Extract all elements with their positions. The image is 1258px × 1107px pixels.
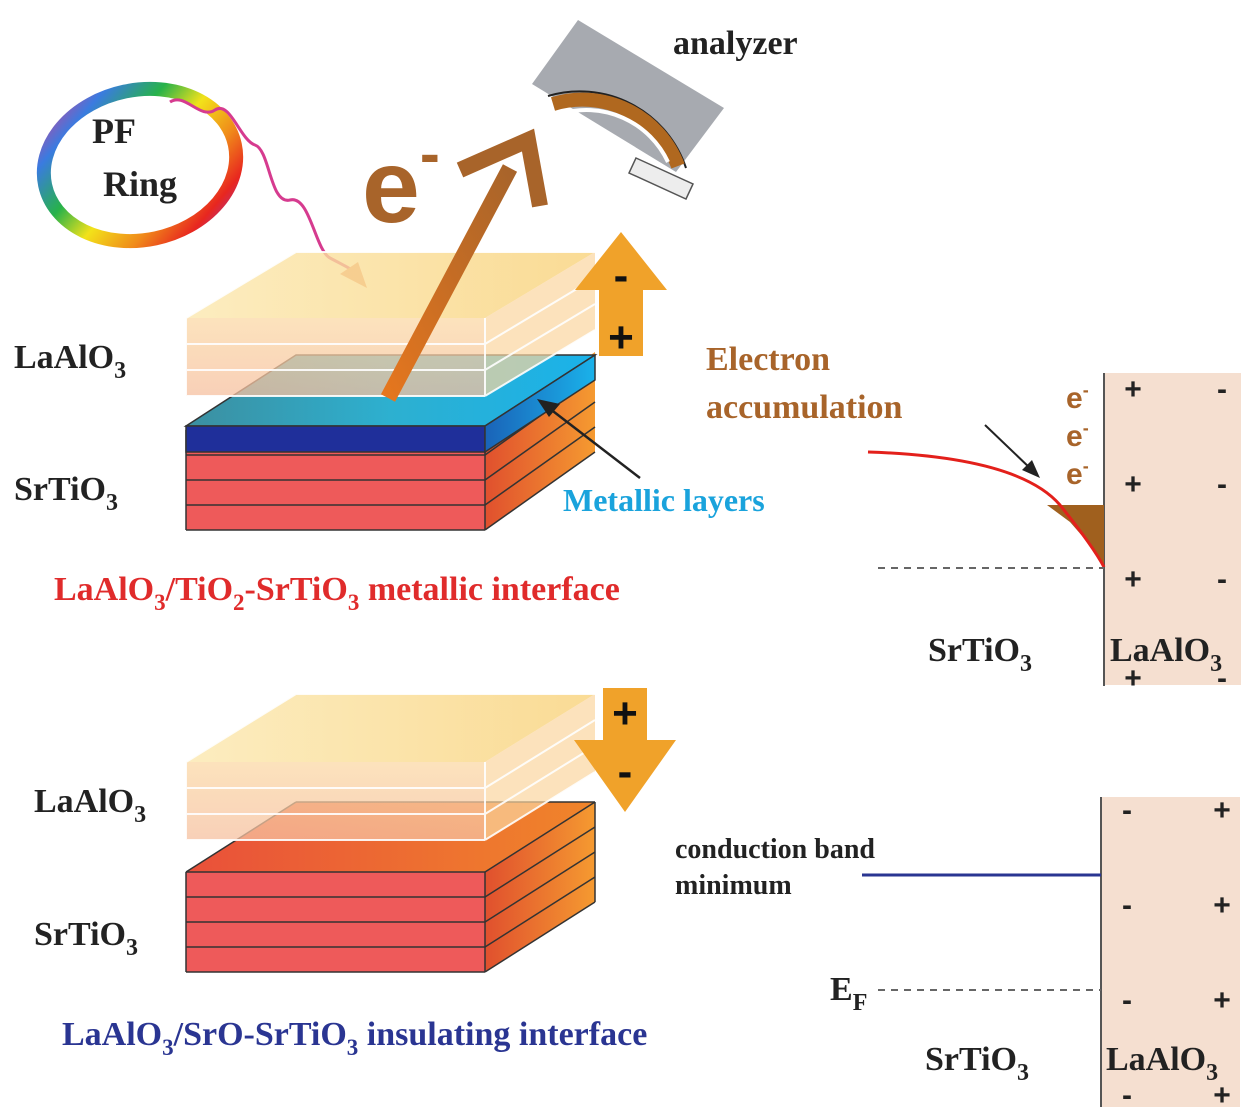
ring-label-line1: PF xyxy=(92,111,136,151)
analyzer: analyzer xyxy=(532,20,798,200)
band-bottom-plus-1: + xyxy=(1213,794,1231,827)
lao2-side-face xyxy=(485,694,595,840)
metallic-stack: LaAlO3 SrTiO3 xyxy=(14,251,598,531)
insulating-stack: LaAlO3 SrTiO3 xyxy=(34,693,596,973)
band-bottom-minus-2: - xyxy=(1122,889,1132,922)
analyzer-inner-arc xyxy=(559,108,670,163)
polarity-arrow-up-plus: + xyxy=(608,313,634,362)
polarity-arrow-down-minus: - xyxy=(618,747,633,796)
cbm-label-line2: minimum xyxy=(675,870,792,901)
polarity-arrow-up: - + xyxy=(575,232,667,362)
lao2-top-face xyxy=(186,694,595,762)
sto-label-top: SrTiO3 xyxy=(14,471,118,516)
fermi-label: EF xyxy=(830,971,867,1016)
band-top-pointer-line xyxy=(984,424,1033,471)
lao-side-face xyxy=(485,252,595,396)
band-bottom-plus-3: + xyxy=(1213,984,1231,1017)
band-top-plus-4: + xyxy=(1124,662,1142,695)
band-top-minus-3: - xyxy=(1217,563,1227,596)
ring-label-line2: Ring xyxy=(103,164,177,204)
photon-path xyxy=(169,98,361,277)
lao2-front-face xyxy=(186,762,485,840)
metallic-pointer-line xyxy=(544,404,641,479)
band-diagram-bottom: conduction band minimum EF - + - + - + -… xyxy=(675,794,1240,1107)
metallic-pointer-head xyxy=(537,399,560,417)
insulating-caption: LaAlO3/SrO-SrTiO3 insulating interface xyxy=(62,1016,647,1060)
band-bottom-plus-4: + xyxy=(1213,1079,1231,1107)
band-bottom-minus-4: - xyxy=(1122,1079,1132,1107)
band-bottom-laalo3-panel xyxy=(1101,797,1240,1107)
lao-label-bottom: LaAlO3 xyxy=(34,783,146,828)
band-top-plus-1: + xyxy=(1124,373,1142,406)
polarity-arrow-up-minus: - xyxy=(614,251,629,300)
band-top-plus-2: + xyxy=(1124,468,1142,501)
polarity-arrow-down-plus: + xyxy=(612,689,638,738)
band-bottom-sto-label: SrTiO3 xyxy=(925,1041,1029,1086)
band-top-minus-2: - xyxy=(1217,468,1227,501)
lao-label-top: LaAlO3 xyxy=(14,339,126,384)
sto-label-bottom: SrTiO3 xyxy=(34,916,138,961)
band-top-minus-1: - xyxy=(1217,373,1227,406)
lao-front-face xyxy=(186,318,485,396)
lao-top-face xyxy=(186,252,595,318)
band-top-electron-2: e- xyxy=(1066,418,1089,453)
band-top-pointer-head xyxy=(1022,460,1040,478)
band-top-conduction-band xyxy=(867,450,1106,568)
band-top-electron-3: e- xyxy=(1066,456,1089,491)
analyzer-detector xyxy=(628,157,694,200)
analyzer-body xyxy=(532,20,724,172)
electron-symbol: e- xyxy=(362,120,440,245)
band-bottom-minus-1: - xyxy=(1122,794,1132,827)
band-top-laalo3-panel xyxy=(1104,373,1241,685)
band-top-sto-label: SrTiO3 xyxy=(928,632,1032,677)
ring-outline xyxy=(36,81,244,249)
metallic-layer-front xyxy=(185,425,486,453)
metallic-caption: LaAlO3/TiO2-SrTiO3 metallic interface xyxy=(54,571,620,615)
band-top-minus-4: - xyxy=(1217,662,1227,695)
analyzer-label: analyzer xyxy=(673,25,798,62)
band-top-lao-label: LaAlO3 xyxy=(1110,632,1222,677)
band-top-accumulation-fill xyxy=(1047,505,1104,567)
pf-ring: PF Ring xyxy=(36,81,244,249)
band-diagram-top: Electron accumulation e- e- e- + - + - +… xyxy=(706,341,1241,695)
band-bottom-plus-2: + xyxy=(1213,889,1231,922)
band-top-title-line1: Electron xyxy=(706,341,830,378)
photoelectron-arrow: e- xyxy=(362,120,548,402)
band-bottom-minus-3: - xyxy=(1122,984,1132,1017)
analyzer-hemisphere xyxy=(550,92,685,169)
cbm-label-line1: conduction band xyxy=(675,834,875,865)
band-bottom-lao-label: LaAlO3 xyxy=(1106,1041,1218,1086)
band-top-plus-3: + xyxy=(1124,563,1142,596)
polarity-arrow-down: + - xyxy=(574,688,676,812)
band-top-electron-1: e- xyxy=(1066,380,1089,415)
metallic-layers-label: Metallic layers xyxy=(563,482,765,518)
band-top-title-line2: accumulation xyxy=(706,389,903,426)
